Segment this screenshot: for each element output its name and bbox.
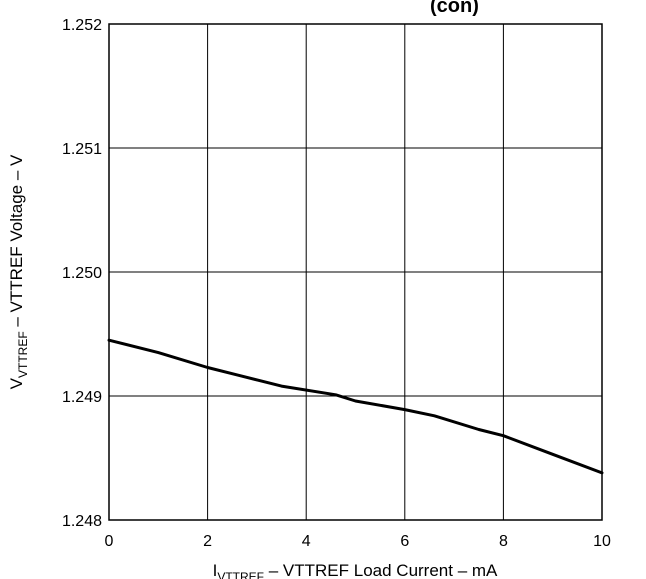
- x-tick-label: 10: [593, 533, 611, 550]
- y-tick-label: 1.249: [62, 389, 102, 406]
- x-tick-label: 8: [499, 533, 508, 550]
- tick-labels: 0 2 4 6 8 10 1.248 1.249 1.250 1.251 1.252: [62, 17, 611, 550]
- y-tick-label: 1.252: [62, 17, 102, 34]
- x-tick-label: 4: [302, 533, 311, 550]
- y-axis-label-rest: – VTTREF Voltage – V: [7, 154, 26, 331]
- x-tick-label: 6: [400, 533, 409, 550]
- x-tick-label: 0: [105, 533, 114, 550]
- y-axis-label-main: V: [7, 377, 26, 389]
- series-layer: [107, 338, 604, 475]
- y-tick-label: 1.251: [62, 141, 102, 158]
- x-tick-label: 2: [203, 533, 212, 550]
- y-axis-label: VVTTREF – VTTREF Voltage – V: [7, 154, 30, 389]
- y-tick-label: 1.250: [62, 265, 102, 282]
- x-axis-label-rest: – VTTREF Load Current – mA: [264, 561, 498, 579]
- x-axis-label-sub: VTTREF: [217, 570, 264, 579]
- y-tick-label: 1.248: [62, 513, 102, 530]
- plot-frame: [108, 23, 603, 521]
- y-axis-label-sub: VTTREF: [16, 331, 30, 378]
- x-axis-label-main: I: [213, 561, 218, 579]
- x-axis-label: IVTTREF – VTTREF Load Current – mA: [213, 561, 498, 579]
- series-line: [107, 338, 604, 475]
- partial-top-text: (con): [430, 0, 479, 17]
- grid-lines: [109, 24, 602, 520]
